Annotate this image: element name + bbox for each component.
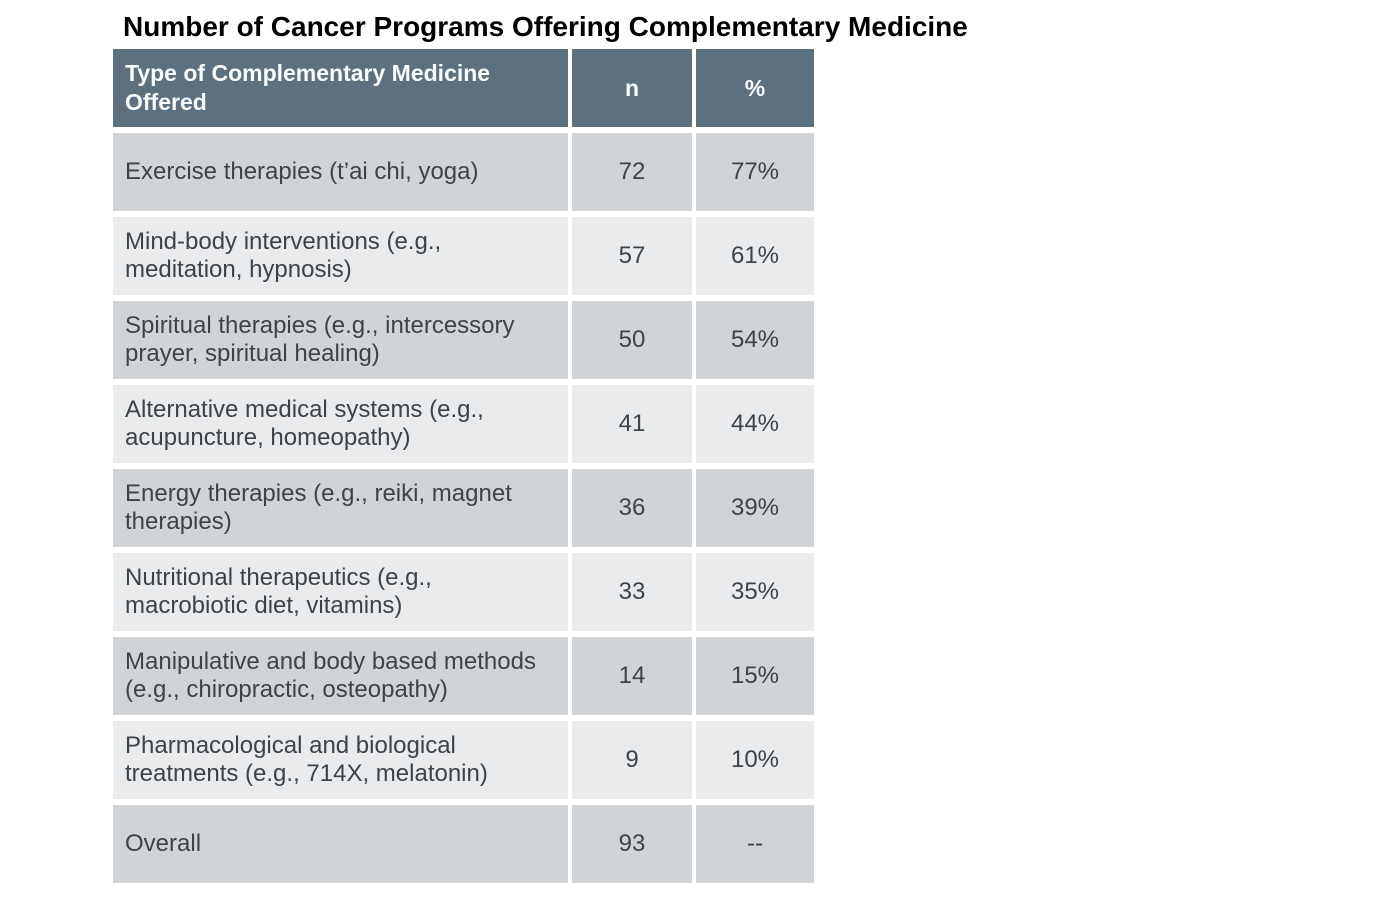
row-pct-value: 61% (696, 217, 814, 295)
header-n-cell: n (572, 49, 692, 127)
row-pct-value: 54% (696, 301, 814, 379)
row-pct-value: -- (696, 805, 814, 883)
table-row-exercise-therapies: Exercise therapies (t’ai chi, yoga) 72 7… (113, 133, 814, 211)
row-label: Manipulative and body based methods (e.g… (113, 637, 568, 715)
row-n-value: 9 (572, 721, 692, 799)
table-row-manipulative-methods: Manipulative and body based methods (e.g… (113, 637, 814, 715)
table-row-pharmacological-treatments: Pharmacological and biological treatment… (113, 721, 814, 799)
header-type-cell: Type of Complementary Medicine Offered (113, 49, 568, 127)
row-n-value: 57 (572, 217, 692, 295)
row-n-value: 36 (572, 469, 692, 547)
row-pct-value: 35% (696, 553, 814, 631)
row-n-value: 14 (572, 637, 692, 715)
row-pct-value: 10% (696, 721, 814, 799)
row-n-value: 50 (572, 301, 692, 379)
row-label: Spiritual therapies (e.g., intercessory … (113, 301, 568, 379)
row-n-value: 41 (572, 385, 692, 463)
table-row-mind-body: Mind-body interventions (e.g., meditatio… (113, 217, 814, 295)
row-label: Energy therapies (e.g., reiki, magnet th… (113, 469, 568, 547)
row-n-value: 93 (572, 805, 692, 883)
row-pct-value: 39% (696, 469, 814, 547)
row-label: Pharmacological and biological treatment… (113, 721, 568, 799)
table-row-spiritual-therapies: Spiritual therapies (e.g., intercessory … (113, 301, 814, 379)
row-label: Exercise therapies (t’ai chi, yoga) (113, 133, 568, 211)
row-pct-value: 77% (696, 133, 814, 211)
row-n-value: 33 (572, 553, 692, 631)
table-row-overall: Overall 93 -- (113, 805, 814, 883)
table-header-row: Type of Complementary Medicine Offered n… (113, 49, 814, 127)
table-row-alternative-medical: Alternative medical systems (e.g., acupu… (113, 385, 814, 463)
row-pct-value: 44% (696, 385, 814, 463)
row-label: Alternative medical systems (e.g., acupu… (113, 385, 568, 463)
table-row-nutritional-therapeutics: Nutritional therapeutics (e.g., macrobio… (113, 553, 814, 631)
complementary-medicine-table: Type of Complementary Medicine Offered n… (113, 49, 814, 883)
page-title: Number of Cancer Programs Offering Compl… (123, 11, 968, 42)
header-pct-cell: % (696, 49, 814, 127)
table-row-energy-therapies: Energy therapies (e.g., reiki, magnet th… (113, 469, 814, 547)
row-pct-value: 15% (696, 637, 814, 715)
row-label: Overall (113, 805, 568, 883)
row-label: Nutritional therapeutics (e.g., macrobio… (113, 553, 568, 631)
row-label: Mind-body interventions (e.g., meditatio… (113, 217, 568, 295)
row-n-value: 72 (572, 133, 692, 211)
